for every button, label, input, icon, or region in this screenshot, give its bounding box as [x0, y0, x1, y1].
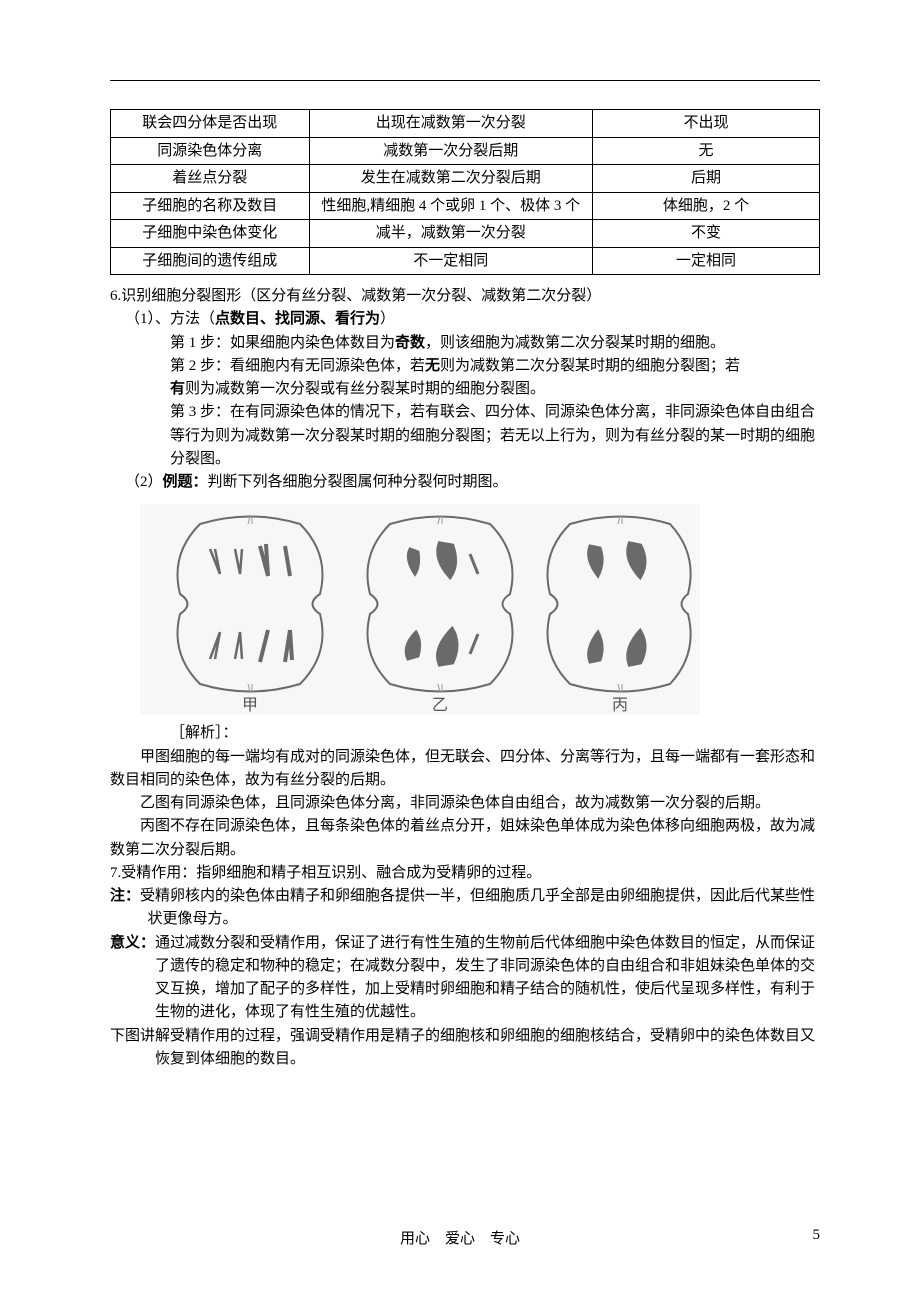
table-row: 联会四分体是否出现出现在减数第一次分裂不出现	[111, 110, 820, 138]
cell: 子细胞的名称及数目	[111, 192, 310, 220]
footer: 用心 爱心 专心 5	[0, 1227, 920, 1248]
table-row: 同源染色体分离减数第一次分裂后期无	[111, 137, 820, 165]
sec6-title: 6.识别细胞分裂图形（区分有丝分裂、减数第一次分裂、减数第二次分裂）	[110, 285, 820, 308]
step-2b: 有则为减数第一次分裂或有丝分裂某时期的细胞分裂图。	[110, 378, 820, 401]
cell: 着丝点分裂	[111, 165, 310, 193]
cell: 联会四分体是否出现	[111, 110, 310, 138]
table-row: 子细胞的名称及数目性细胞,精细胞 4 个或卵 1 个、极体 3 个体细胞，2 个	[111, 192, 820, 220]
fig-label-1: 甲	[242, 697, 258, 714]
cell: 无	[593, 137, 820, 165]
table-row: 着丝点分裂发生在减数第二次分裂后期后期	[111, 165, 820, 193]
analysis-p3: 丙图不存在同源染色体，且每条染色体的着丝点分开，姐妹染色单体成为染色体移向细胞两…	[110, 815, 820, 862]
table-row: 子细胞中染色体变化减半，减数第一次分裂不变	[111, 220, 820, 248]
top-rule	[110, 80, 820, 81]
cell: 不一定相同	[309, 247, 593, 275]
cell: 发生在减数第二次分裂后期	[309, 165, 593, 193]
fig-label-2: 乙	[432, 697, 448, 714]
analysis-heading: ［解析］：	[110, 722, 820, 745]
footer-motto: 用心 爱心 专心	[400, 1231, 520, 1247]
cell: 减数第一次分裂后期	[309, 137, 593, 165]
sec7: 7.受精作用：指卵细胞和精子相互识别、融合成为受精卵的过程。	[110, 862, 820, 885]
last-para: 下图讲解受精作用的过程，强调受精作用是精子的细胞核和卵细胞的细胞核结合，受精卵中…	[110, 1025, 820, 1072]
cell: 不出现	[593, 110, 820, 138]
comparison-table: 联会四分体是否出现出现在减数第一次分裂不出现 同源染色体分离减数第一次分裂后期无…	[110, 109, 820, 275]
step-1: 第 1 步：如果细胞内染色体数目为奇数，则该细胞为减数第二次分裂某时期的细胞。	[110, 332, 820, 355]
cell: 同源染色体分离	[111, 137, 310, 165]
example-line: （2）例题：判断下列各细胞分裂图属何种分裂何时期图。	[110, 471, 820, 494]
cell: 子细胞中染色体变化	[111, 220, 310, 248]
step-3: 第 3 步：在有同源染色体的情况下，若有联会、四分体、同源染色体分离，非同源染色…	[110, 401, 820, 471]
method-line: （1）、方法（点数目、找同源、看行为）	[110, 308, 820, 331]
cell: 子细胞间的遗传组成	[111, 247, 310, 275]
page-number: 5	[813, 1227, 821, 1244]
cell: 出现在减数第一次分裂	[309, 110, 593, 138]
fig-label-3: 丙	[612, 697, 628, 714]
table-row: 子细胞间的遗传组成不一定相同一定相同	[111, 247, 820, 275]
step-2a: 第 2 步：看细胞内有无同源染色体，若无则为减数第二次分裂某时期的细胞分裂图；若	[110, 355, 820, 378]
cell-division-figure: 甲 乙 丙	[140, 504, 820, 714]
body-text: 6.识别细胞分裂图形（区分有丝分裂、减数第一次分裂、减数第二次分裂） （1）、方…	[110, 285, 820, 1071]
analysis-p2: 乙图有同源染色体，且同源染色体分离，非同源染色体自由组合，故为减数第一次分裂的后…	[110, 792, 820, 815]
cell: 体细胞，2 个	[593, 192, 820, 220]
cell: 一定相同	[593, 247, 820, 275]
page: 联会四分体是否出现出现在减数第一次分裂不出现 同源染色体分离减数第一次分裂后期无…	[0, 0, 920, 1302]
cell: 减半，减数第一次分裂	[309, 220, 593, 248]
analysis-p1: 甲图细胞的每一端均有成对的同源染色体，但无联会、四分体、分离等行为，且每一端都有…	[110, 746, 820, 793]
cell: 后期	[593, 165, 820, 193]
note-line: 注：受精卵核内的染色体由精子和卵细胞各提供一半，但细胞质几乎全部是由卵细胞提供，…	[110, 885, 820, 932]
cell: 不变	[593, 220, 820, 248]
significance-line: 意义：通过减数分裂和受精作用，保证了进行有性生殖的生物前后代体细胞中染色体数目的…	[110, 932, 820, 1025]
cell: 性细胞,精细胞 4 个或卵 1 个、极体 3 个	[309, 192, 593, 220]
